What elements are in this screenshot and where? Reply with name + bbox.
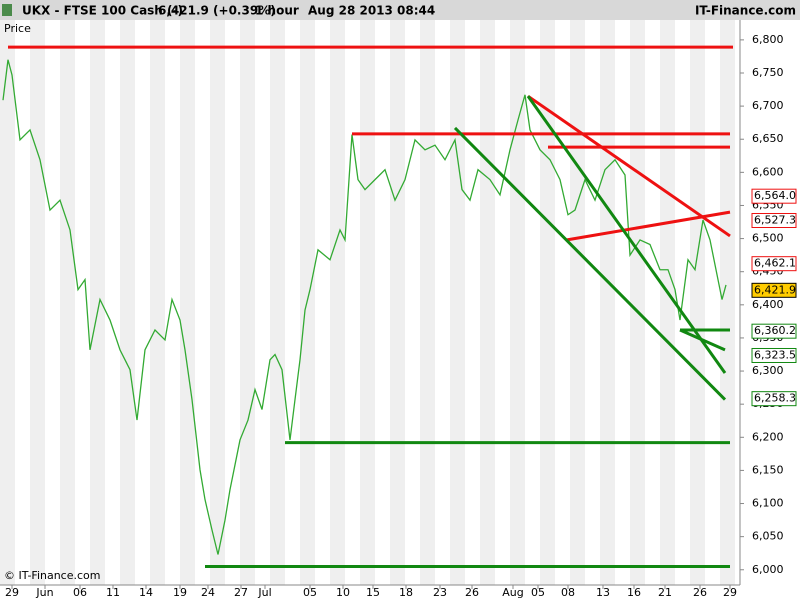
price-tag-box bbox=[751, 188, 797, 204]
y-tick-label: 6,000 bbox=[752, 563, 784, 576]
price-tag-box bbox=[751, 347, 797, 363]
price-tag-box bbox=[751, 282, 797, 298]
x-tick-label: 27 bbox=[234, 586, 248, 599]
price-tag-label: 6,323.5 bbox=[754, 348, 796, 361]
x-tick-label: Aug bbox=[502, 586, 523, 599]
symbol: UKX - FTSE 100 Cash (-) bbox=[22, 4, 183, 18]
y-tick-label: 6,100 bbox=[752, 497, 784, 510]
header-icon bbox=[2, 4, 12, 16]
day-shading bbox=[0, 20, 740, 585]
y-tick-label: 6,500 bbox=[752, 232, 784, 245]
y-tick-label: 6,200 bbox=[752, 430, 784, 443]
x-tick-label: 21 bbox=[658, 586, 672, 599]
x-tick-label: 13 bbox=[596, 586, 610, 599]
price-tag-box bbox=[751, 256, 797, 272]
x-tick-label: 29 bbox=[723, 586, 737, 599]
y-tick-label: 6,150 bbox=[752, 463, 784, 476]
x-tick-label: 10 bbox=[336, 586, 350, 599]
trendline bbox=[453, 126, 727, 401]
trendline bbox=[679, 328, 726, 352]
x-tick-label: 19 bbox=[173, 586, 187, 599]
x-tick-label: 24 bbox=[201, 586, 215, 599]
copyright: © IT-Finance.com bbox=[4, 569, 101, 582]
interval: 1 hour bbox=[255, 4, 299, 18]
price-tag-box bbox=[751, 391, 797, 407]
y-tick-label: 6,600 bbox=[752, 165, 784, 178]
x-tick-label: 14 bbox=[139, 586, 153, 599]
x-tick-label: 15 bbox=[366, 586, 380, 599]
y-tick-label: 6,800 bbox=[752, 33, 784, 46]
x-tick-label: 05 bbox=[531, 586, 545, 599]
price-line bbox=[2, 59, 727, 555]
y-tick-label: 6,750 bbox=[752, 66, 784, 79]
panel-label: Price bbox=[4, 22, 31, 35]
price-tag-label: 6,462.1 bbox=[754, 257, 796, 270]
x-tick-label: 05 bbox=[303, 586, 317, 599]
timestamp: Aug 28 2013 08:44 bbox=[308, 4, 435, 18]
x-tick-label: 11 bbox=[106, 586, 120, 599]
trendline bbox=[526, 95, 727, 374]
price-tag-box bbox=[751, 323, 797, 339]
y-tick-label: 6,050 bbox=[752, 530, 784, 543]
trendline bbox=[566, 210, 731, 242]
x-tick-label: 18 bbox=[399, 586, 413, 599]
price-tag-box bbox=[751, 212, 797, 228]
x-tick-label: 23 bbox=[433, 586, 447, 599]
header-bar bbox=[0, 0, 800, 20]
price-tag-label: 6,564.0 bbox=[754, 189, 796, 202]
price-tag-label: 6,258.3 bbox=[754, 392, 796, 405]
y-tick-label: 6,300 bbox=[752, 364, 784, 377]
x-tick-label: 06 bbox=[73, 586, 87, 599]
x-tick-label: 16 bbox=[627, 586, 641, 599]
x-tick-label: 26 bbox=[465, 586, 479, 599]
x-tick-label: Jul bbox=[257, 586, 271, 599]
y-tick-label: 6,400 bbox=[752, 298, 784, 311]
x-tick-label: 08 bbox=[561, 586, 575, 599]
quote: 6,421.9 (+0.39%) bbox=[158, 4, 276, 18]
x-tick-label: Jun bbox=[35, 586, 53, 599]
brand: IT-Finance.com bbox=[695, 4, 796, 18]
price-tag-label: 6,421.9 bbox=[754, 283, 796, 296]
y-tick-label: 6,650 bbox=[752, 132, 784, 145]
price-tag-label: 6,527.3 bbox=[754, 213, 796, 226]
trendline bbox=[527, 94, 731, 238]
x-tick-label: 29 bbox=[5, 586, 19, 599]
x-tick-label: 26 bbox=[693, 586, 707, 599]
y-tick-label: 6,700 bbox=[752, 99, 784, 112]
price-tag-label: 6,360.2 bbox=[754, 324, 796, 337]
